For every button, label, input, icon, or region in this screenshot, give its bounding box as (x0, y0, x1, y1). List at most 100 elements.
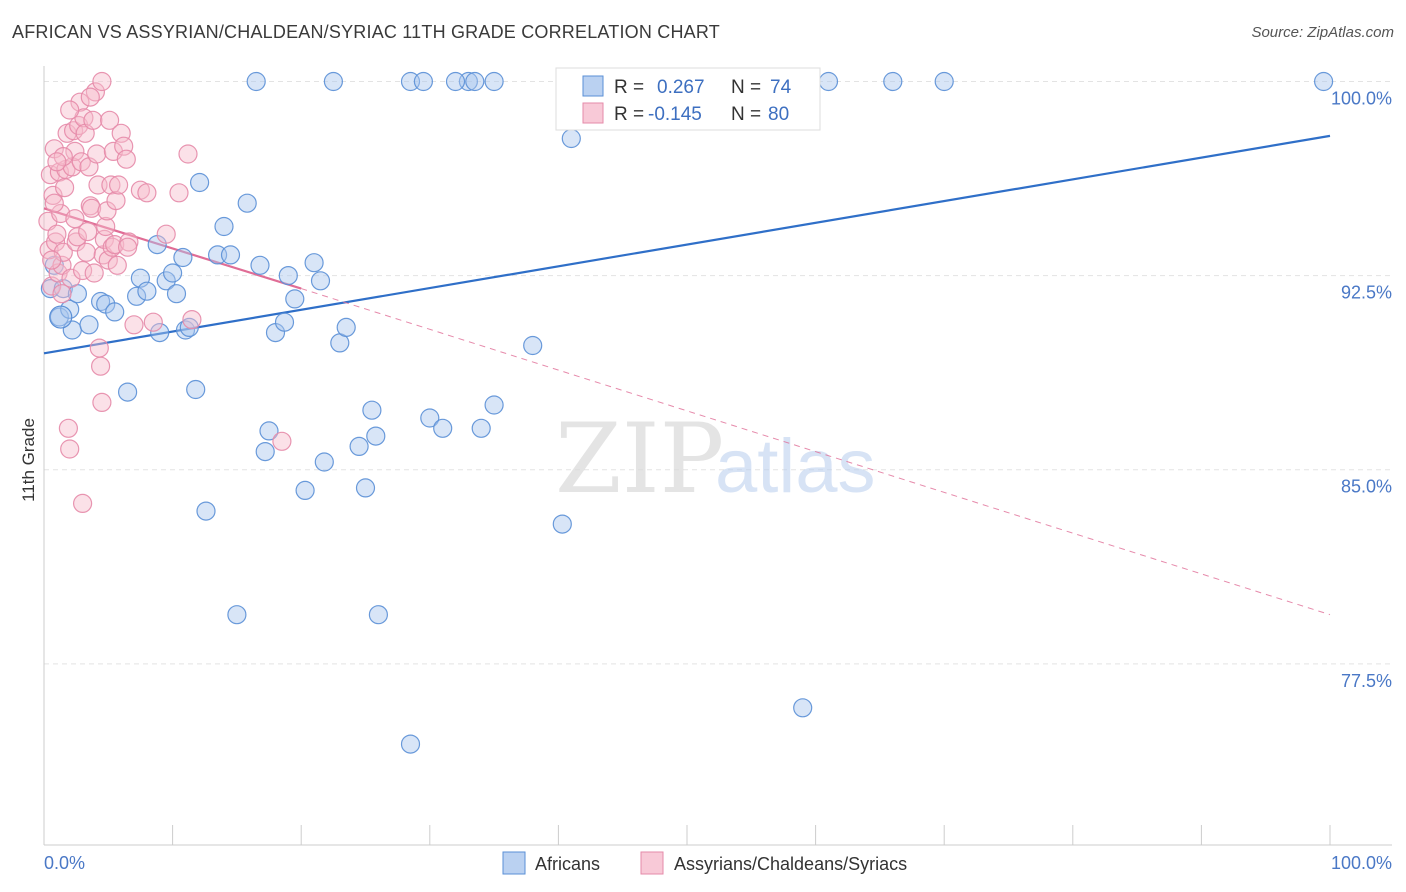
point-assyrians-40 (89, 338, 109, 358)
legend-r-label-1: R = (614, 77, 644, 98)
point-assyrians-67 (182, 310, 202, 330)
chart-source: Source: ZipAtlas.com (1251, 24, 1394, 41)
point-assyrians-73 (80, 87, 100, 107)
point-assyrians-54 (107, 255, 127, 275)
point-africans-16 (150, 323, 170, 343)
point-africans-25 (196, 501, 216, 521)
x-tick-label-1: 100.0% (1331, 853, 1392, 873)
point-africans-20 (173, 247, 193, 268)
point-assyrians-65 (169, 183, 189, 203)
point-assyrians-21 (65, 141, 85, 161)
point-assyrians-7 (47, 224, 67, 244)
point-africans-58 (323, 71, 343, 92)
y-tick-label-1: 92.5% (1341, 283, 1392, 303)
legend-r-value-assyrians: -0.145 (648, 104, 702, 125)
point-assyrians-41 (90, 356, 111, 376)
legend-n-value-africans: 74 (770, 77, 792, 98)
point-africans-63 (484, 71, 504, 92)
point-africans-68 (934, 71, 954, 92)
y-tick-label-3: 77.5% (1341, 671, 1392, 691)
point-africans-46 (362, 400, 382, 420)
point-africans-71 (445, 71, 466, 92)
watermark-zip: ZIP (555, 403, 724, 515)
point-africans-56 (561, 128, 581, 149)
watermark-atlas: atlas (715, 424, 876, 509)
legend-r-value-africans: 0.267 (657, 77, 705, 98)
point-africans-11 (117, 382, 138, 402)
point-assyrians-68 (272, 431, 292, 451)
point-assyrians-75 (42, 250, 62, 270)
data-points (38, 71, 1334, 754)
point-assyrians-4 (43, 185, 63, 205)
watermark: ZIP atlas (555, 403, 876, 515)
point-assyrians-20 (63, 121, 84, 141)
trend-line-assyrians-extension (301, 288, 1331, 616)
point-assyrians-35 (83, 110, 103, 130)
point-assyrians-48 (99, 110, 120, 130)
point-assyrians-58 (116, 149, 136, 169)
point-assyrians-18 (61, 268, 81, 288)
point-assyrians-38 (87, 144, 107, 164)
point-africans-49 (400, 734, 421, 754)
point-africans-67 (883, 71, 903, 92)
legend-bottom: Africans Assyrians/Chaldeans/Syriacs (502, 851, 907, 875)
x-tick-labels: 0.0% 100.0% (44, 853, 1392, 873)
point-assyrians-36 (84, 263, 104, 283)
point-africans-33 (259, 421, 279, 441)
y-tick-label-0: 100.0% (1331, 89, 1392, 109)
point-assyrians-77 (52, 284, 72, 304)
point-assyrians-17 (60, 439, 80, 459)
point-africans-10 (105, 302, 125, 322)
point-africans-69 (1313, 71, 1334, 92)
gridlines (44, 81, 1392, 665)
point-africans-50 (420, 408, 440, 428)
trend-line-africans (43, 134, 1331, 355)
point-assyrians-62 (137, 183, 157, 203)
point-africans-large (49, 305, 73, 329)
point-assyrians-72 (60, 100, 80, 120)
point-africans-66 (818, 71, 839, 92)
point-africans-17 (156, 271, 176, 291)
point-assyrians-27 (72, 260, 93, 281)
point-africans-57 (246, 71, 266, 92)
legend-top: R = 0.267 N = 74 R = -0.145 N = 80 (555, 67, 821, 131)
point-africans-40 (310, 271, 331, 291)
point-africans-23 (186, 379, 206, 400)
x-tick-label-0: 0.0% (44, 853, 85, 873)
legend-r-label-2: R = (614, 104, 644, 125)
point-assyrians-63 (143, 312, 163, 332)
point-assyrians-66 (178, 144, 198, 164)
point-africans-38 (295, 480, 315, 500)
point-assyrians-42 (92, 392, 112, 412)
point-africans-39 (304, 253, 324, 273)
point-africans-12 (127, 286, 147, 306)
point-assyrians-69 (72, 493, 93, 513)
series-assyrians (38, 71, 292, 513)
point-africans-19 (166, 284, 187, 304)
point-assyrians-60 (124, 315, 144, 335)
point-africans-36 (278, 266, 298, 286)
point-africans-60 (413, 71, 433, 92)
point-assyrians-53 (106, 191, 126, 211)
point-africans-51 (433, 418, 453, 438)
series-africans (40, 71, 1334, 754)
point-assyrians-31 (78, 222, 98, 242)
point-assyrians-12 (53, 242, 73, 262)
point-assyrians-25 (70, 92, 90, 112)
point-assyrians-37 (85, 82, 106, 102)
point-africans-54 (523, 335, 543, 356)
point-assyrians-76 (47, 152, 67, 172)
point-africans-44 (349, 436, 369, 456)
legend-bottom-africans: Africans (535, 854, 600, 874)
point-assyrians-34 (81, 198, 102, 218)
y-tick-label-2: 85.0% (1341, 477, 1392, 497)
point-africans-55 (552, 514, 572, 534)
trend-lines (43, 134, 1331, 616)
legend-swatch-assyrians (582, 102, 604, 124)
legend-bottom-swatch-assyrians (640, 851, 664, 875)
point-africans-37 (285, 289, 305, 309)
point-africans-7 (79, 315, 99, 335)
point-assyrians-64 (156, 224, 176, 244)
point-assyrians-49 (101, 175, 121, 195)
point-africans-14 (137, 281, 157, 301)
